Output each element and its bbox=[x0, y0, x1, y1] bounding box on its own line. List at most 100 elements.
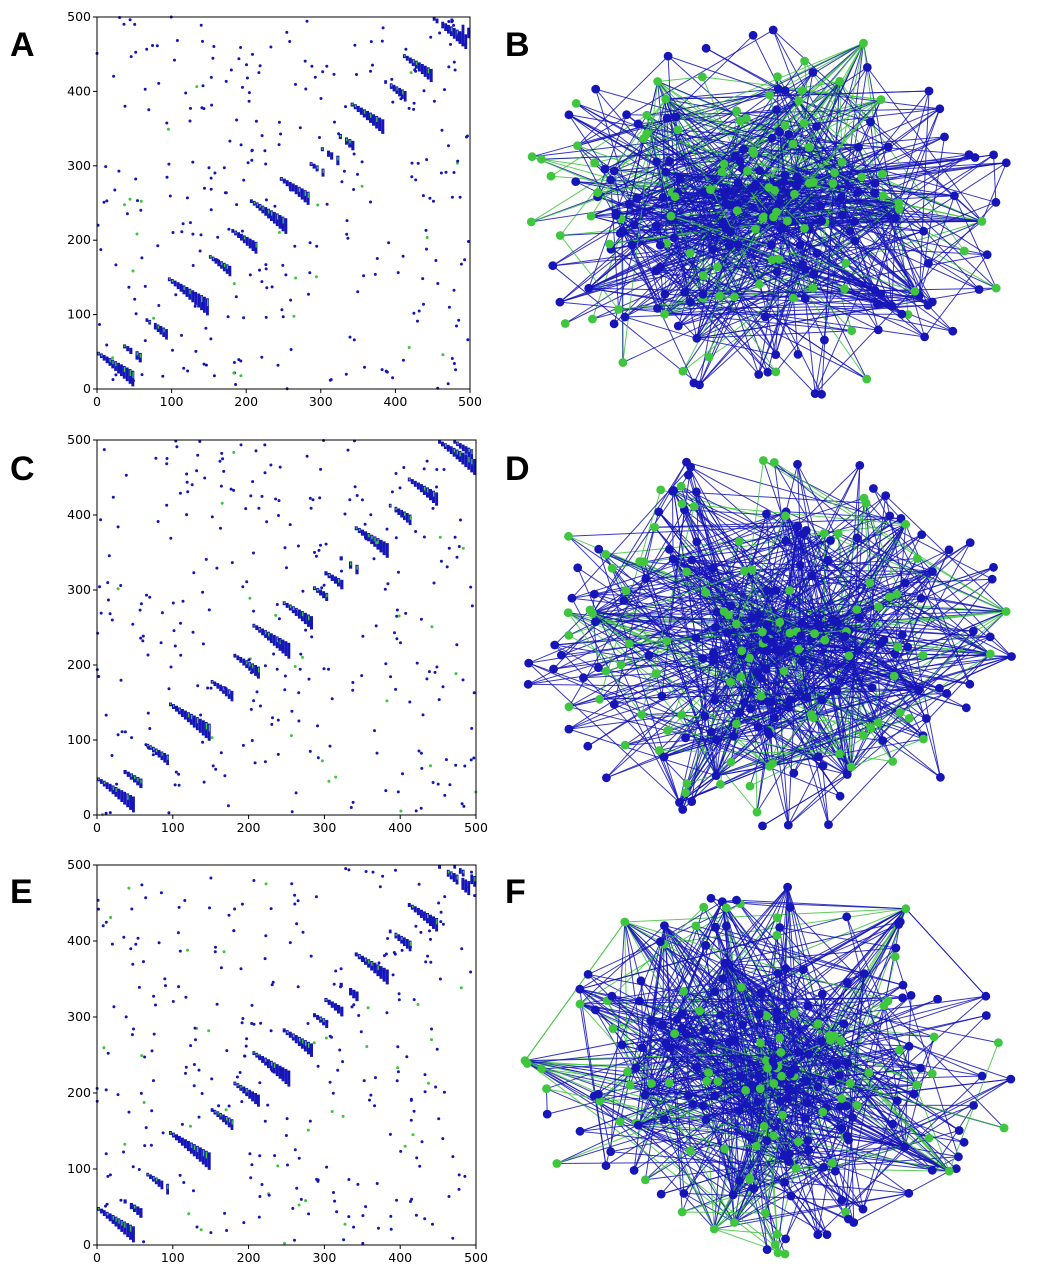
scatter-point bbox=[414, 69, 418, 73]
scatter-point bbox=[130, 907, 134, 911]
scatter-point bbox=[220, 451, 224, 455]
scatter-point bbox=[310, 635, 314, 639]
block-cell bbox=[264, 207, 268, 216]
scatter-point bbox=[352, 152, 356, 156]
block-cell bbox=[214, 258, 218, 264]
block-cell-green bbox=[462, 870, 465, 874]
scatter-point bbox=[180, 230, 184, 234]
network-node bbox=[798, 529, 808, 539]
block-cell bbox=[131, 370, 135, 387]
block-cell-green bbox=[112, 1216, 114, 1220]
block-cell-green bbox=[253, 201, 256, 204]
scatter-point bbox=[257, 506, 261, 510]
network-node bbox=[1007, 652, 1016, 661]
scatter-point bbox=[160, 611, 164, 615]
network-node bbox=[830, 1166, 840, 1176]
scatter-point bbox=[296, 899, 300, 903]
scatter-point bbox=[203, 476, 207, 480]
scatter-point bbox=[332, 1191, 335, 1194]
scatter-point bbox=[418, 1164, 422, 1168]
network-node bbox=[835, 749, 844, 759]
scatter-point bbox=[356, 1182, 360, 1186]
network-edge bbox=[613, 34, 754, 172]
network-edge bbox=[714, 513, 767, 701]
scatter-point bbox=[257, 71, 261, 75]
network-node bbox=[699, 902, 709, 912]
block-cell bbox=[461, 24, 465, 34]
network-edge bbox=[808, 1053, 840, 1076]
scatter-point bbox=[123, 1142, 127, 1146]
block-cell bbox=[392, 84, 396, 92]
network-node bbox=[859, 38, 868, 48]
scatter-point bbox=[258, 64, 262, 68]
network-edge bbox=[787, 534, 804, 826]
block-cell bbox=[191, 290, 195, 303]
network-node bbox=[701, 588, 711, 597]
scatter-point bbox=[116, 587, 120, 591]
network-node bbox=[647, 1079, 656, 1088]
scatter-point bbox=[112, 1005, 116, 1009]
network-node bbox=[754, 610, 764, 620]
scatter-point bbox=[122, 935, 126, 939]
network-node bbox=[776, 646, 785, 656]
scatter-point bbox=[131, 962, 135, 966]
network-node bbox=[567, 593, 577, 603]
block-cell-green bbox=[193, 1145, 196, 1150]
network-node bbox=[712, 607, 722, 617]
scatter-point bbox=[415, 661, 419, 665]
scatter-point bbox=[371, 63, 374, 67]
scatter-point bbox=[435, 665, 439, 669]
scatter-point bbox=[395, 1198, 399, 1202]
scatter-point bbox=[294, 791, 298, 795]
scatter-point bbox=[360, 498, 364, 502]
scatter-point bbox=[264, 162, 268, 166]
scatter-point bbox=[290, 810, 294, 814]
block-cell bbox=[330, 1001, 334, 1008]
scatter-point bbox=[264, 315, 268, 319]
network-node bbox=[987, 574, 997, 584]
network-node bbox=[762, 1011, 771, 1021]
block-cell-green bbox=[423, 486, 426, 491]
network-node bbox=[819, 528, 829, 538]
scatter-point bbox=[415, 1156, 419, 1160]
scatter-point bbox=[341, 1060, 345, 1064]
network-node bbox=[711, 771, 721, 781]
network-node bbox=[745, 653, 754, 663]
block-cell-green bbox=[173, 1133, 175, 1136]
scatter-point bbox=[454, 368, 458, 372]
block-cell-green bbox=[155, 1178, 158, 1182]
scatter-point bbox=[316, 1179, 320, 1183]
network-node bbox=[841, 1207, 850, 1217]
network-edge bbox=[895, 217, 920, 296]
network-node bbox=[784, 1157, 793, 1166]
block-cell bbox=[249, 199, 253, 203]
network-node bbox=[772, 1229, 782, 1239]
block-cell bbox=[255, 625, 259, 631]
network-node bbox=[812, 122, 821, 131]
network-node bbox=[977, 217, 987, 226]
network-node bbox=[655, 937, 665, 947]
block-cell bbox=[282, 1028, 286, 1033]
network-node bbox=[593, 188, 602, 198]
block-cell-green bbox=[228, 1118, 231, 1123]
network-node bbox=[817, 989, 827, 999]
scatter-point bbox=[374, 624, 378, 628]
network-edge bbox=[808, 998, 938, 1055]
scatter-point bbox=[104, 1152, 108, 1156]
block-cell bbox=[429, 68, 433, 83]
network-node bbox=[745, 781, 755, 791]
block-cell bbox=[123, 770, 127, 775]
block-cell bbox=[261, 1056, 264, 1063]
scatter-point bbox=[166, 127, 170, 131]
network-node bbox=[656, 485, 666, 495]
network-edge bbox=[524, 1060, 725, 1150]
network-node bbox=[785, 628, 795, 638]
network-edge bbox=[621, 1044, 715, 1230]
network-node bbox=[999, 1123, 1009, 1133]
scatter-point bbox=[316, 724, 319, 728]
scatter-point bbox=[346, 448, 350, 452]
block-cell-green bbox=[346, 138, 348, 142]
network-edge bbox=[812, 147, 859, 289]
scatter-point bbox=[105, 1202, 109, 1206]
network-node bbox=[797, 619, 807, 628]
